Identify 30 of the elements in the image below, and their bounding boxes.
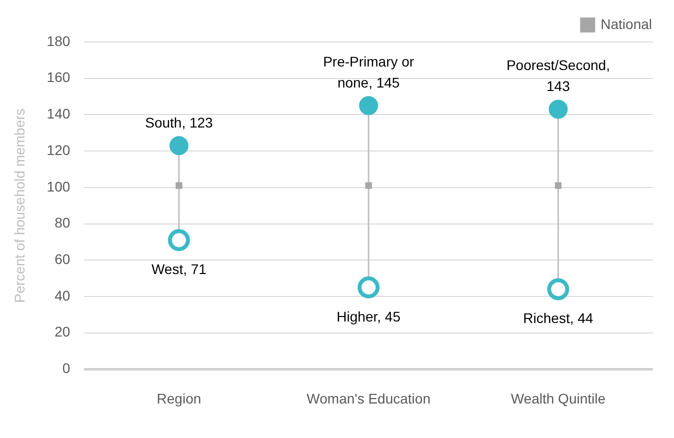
point [359, 96, 378, 116]
y-tick-label: 40 [54, 287, 70, 304]
y-tick-label: 0 [62, 360, 70, 376]
point [176, 182, 182, 189]
point [365, 182, 372, 189]
point [548, 100, 568, 119]
y-axis-title: Percent of household members [11, 108, 28, 303]
data-label: Pre-Primary or none, 145 [323, 53, 414, 90]
y-tick-label: 60 [54, 250, 70, 267]
point [168, 229, 190, 252]
data-label: Richest, 44 [523, 310, 594, 326]
y-tick-label: 120 [46, 142, 70, 158]
x-tick-label: Wealth Quintile [510, 390, 606, 406]
data-label: Higher, 45 [336, 308, 401, 324]
y-tick-label: 20 [54, 324, 70, 340]
x-tick-label: Woman's Education [306, 390, 430, 406]
data-label: West, 71 [151, 260, 207, 277]
data-label: South, 123 [145, 114, 214, 130]
x-tick-label: Region [156, 390, 202, 406]
y-tick-label: 140 [46, 106, 70, 122]
point [169, 136, 188, 156]
legend-label: National [600, 16, 652, 32]
y-tick-label: 100 [46, 178, 70, 194]
point [554, 182, 562, 189]
data-label: Poorest/Second, 143 [506, 57, 610, 94]
y-tick-label: 160 [46, 69, 70, 86]
y-tick-label: 80 [54, 214, 70, 231]
point [358, 276, 380, 298]
point [547, 278, 570, 300]
y-tick-label: 180 [46, 32, 70, 49]
